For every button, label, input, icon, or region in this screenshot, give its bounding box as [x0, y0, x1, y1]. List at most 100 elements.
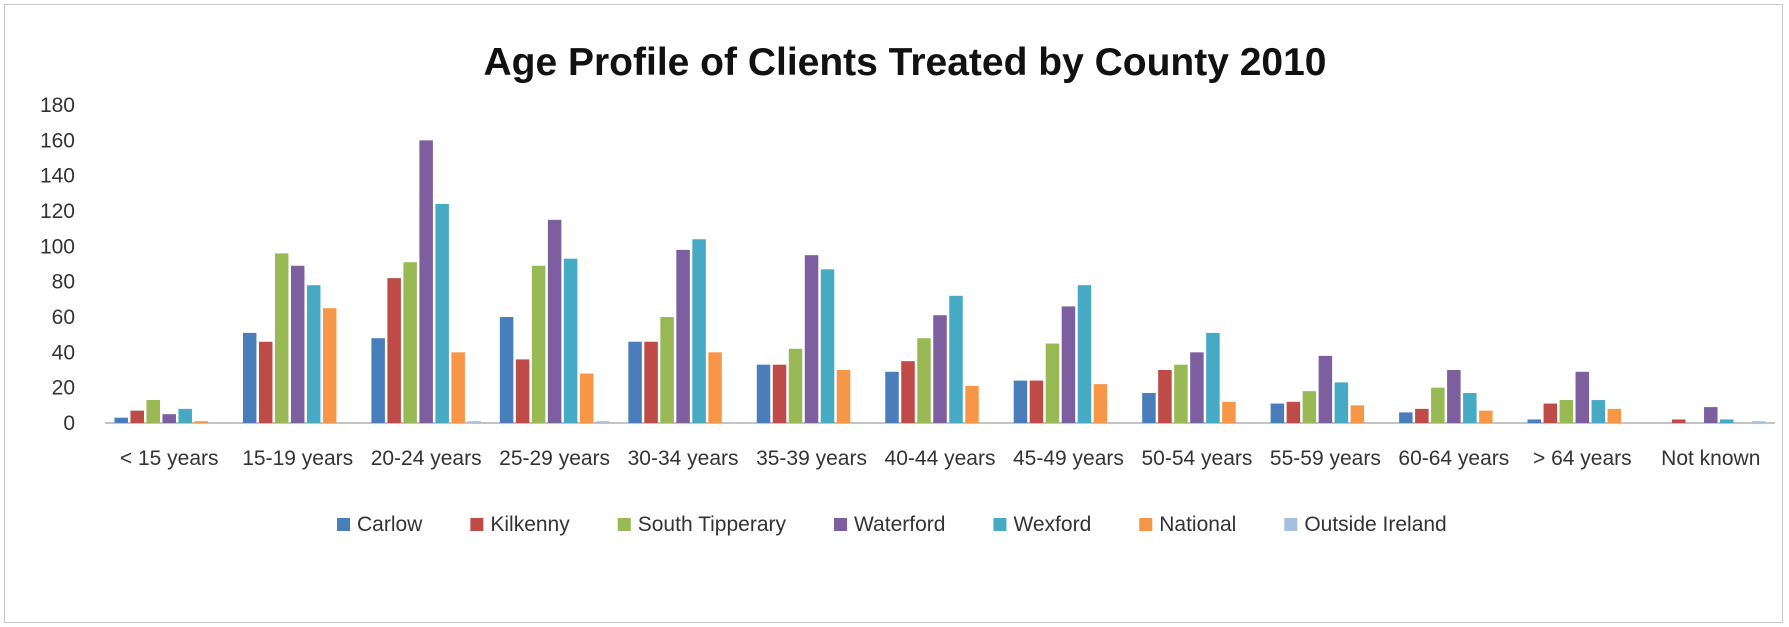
bar-waterford	[290, 265, 305, 423]
legend-label: Waterford	[854, 513, 945, 536]
bar-wexford	[1720, 419, 1734, 423]
bar-wexford	[563, 258, 578, 423]
bar-carlow	[628, 341, 642, 423]
bar-kilkenny	[1543, 403, 1558, 423]
x-tick-label: 30-34 years	[628, 447, 739, 470]
legend-label: Wexford	[1013, 513, 1091, 536]
bar-kilkenny	[901, 361, 915, 423]
y-tick-label: 20	[52, 377, 75, 400]
bar-waterford	[162, 414, 176, 423]
bar-kilkenny	[1415, 408, 1429, 423]
bar-south-tipperary	[274, 253, 289, 423]
x-tick-label: 50-54 years	[1141, 447, 1252, 470]
bar-wexford	[1463, 392, 1477, 423]
x-tick-label: 45-49 years	[1013, 447, 1124, 470]
legend-swatch	[993, 518, 1007, 531]
bar-waterford	[1318, 355, 1333, 423]
y-tick-label: 120	[40, 200, 75, 223]
bar-kilkenny	[772, 364, 787, 423]
legend-label: South Tipperary	[638, 513, 787, 536]
bar-carlow	[1142, 392, 1156, 423]
y-tick-label: 180	[40, 94, 75, 117]
bar-carlow	[756, 364, 771, 423]
bar-south-tipperary	[788, 348, 803, 423]
bar-waterford	[933, 315, 947, 423]
y-tick-label: 100	[40, 235, 75, 258]
y-tick-label: 60	[52, 306, 75, 329]
bar-wexford	[178, 408, 192, 423]
legend: Carlow Kilkenny South Tipperary Waterford We…	[337, 513, 1447, 536]
bar-waterford	[1061, 306, 1076, 423]
y-tick-label: 80	[52, 271, 75, 294]
bar-waterford	[804, 255, 819, 423]
y-tick-label: 0	[63, 412, 75, 435]
bar-kilkenny	[644, 341, 658, 423]
x-tick-label: 40-44 years	[885, 447, 996, 470]
bar-kilkenny	[1029, 380, 1044, 423]
x-tick-label: Not known	[1661, 447, 1760, 470]
bar-outside-ireland	[595, 421, 610, 423]
bar-kilkenny	[1672, 419, 1686, 423]
legend-swatch	[617, 518, 631, 531]
legend-swatch	[337, 518, 350, 531]
bar-wexford	[306, 285, 321, 423]
bar-national	[194, 421, 208, 423]
x-tick-label: 20-24 years	[371, 447, 482, 470]
bar-south-tipperary	[1559, 400, 1574, 423]
bar-kilkenny	[1158, 370, 1172, 423]
bar-kilkenny	[1286, 401, 1301, 423]
bar-waterford	[547, 219, 562, 423]
y-tick-label: 140	[40, 165, 75, 188]
bar-outside-ireland	[1752, 421, 1766, 423]
bar-national	[1222, 401, 1236, 423]
bar-south-tipperary	[403, 262, 417, 423]
bar-wexford	[435, 203, 449, 423]
bar-south-tipperary	[1302, 391, 1317, 423]
bar-national	[708, 352, 722, 423]
chart-canvas: Age Profile of Clients Treated by County…	[40, 41, 1775, 536]
bar-carlow	[1399, 412, 1413, 423]
legend-swatch	[834, 518, 848, 531]
legend-label: Outside Ireland	[1304, 513, 1446, 536]
bar-waterford	[1575, 371, 1590, 423]
bar-national	[1350, 405, 1365, 423]
bar-national	[451, 352, 465, 423]
legend-label: National	[1159, 513, 1236, 536]
bar-carlow	[1270, 403, 1285, 423]
bar-carlow	[885, 371, 899, 423]
bar-kilkenny	[515, 359, 530, 423]
bar-wexford	[692, 239, 706, 423]
bar-south-tipperary	[1045, 343, 1060, 423]
bar-kilkenny	[387, 278, 401, 423]
legend-swatch	[1139, 518, 1153, 531]
bars	[114, 140, 1766, 423]
x-tick-label: 55-59 years	[1270, 447, 1381, 470]
bar-south-tipperary	[660, 317, 674, 423]
bar-waterford	[1190, 352, 1204, 423]
bar-wexford	[1591, 400, 1606, 423]
bar-carlow	[242, 332, 257, 423]
bar-outside-ireland	[467, 421, 481, 423]
y-tick-label: 160	[40, 129, 75, 152]
bar-wexford	[949, 295, 963, 423]
bar-waterford	[1704, 407, 1718, 423]
legend-swatch	[470, 518, 484, 531]
bar-kilkenny	[130, 410, 144, 423]
bar-national	[579, 373, 594, 423]
bar-wexford	[1334, 382, 1349, 423]
bar-waterford	[1447, 370, 1461, 423]
bar-wexford	[1077, 285, 1092, 423]
legend-label: Carlow	[357, 513, 423, 536]
bar-national	[1479, 410, 1493, 423]
bar-carlow	[114, 417, 128, 423]
bar-national	[965, 385, 979, 423]
legend-label: Kilkenny	[490, 513, 570, 536]
chart-frame: Age Profile of Clients Treated by County…	[4, 4, 1783, 623]
bar-waterford	[419, 140, 433, 423]
bar-national	[1093, 384, 1108, 423]
x-tick-label: 35-39 years	[756, 447, 867, 470]
bar-national	[1607, 408, 1622, 423]
x-tick-label: 15-19 years	[242, 447, 353, 470]
bar-national	[322, 308, 337, 423]
bar-carlow	[371, 338, 385, 423]
